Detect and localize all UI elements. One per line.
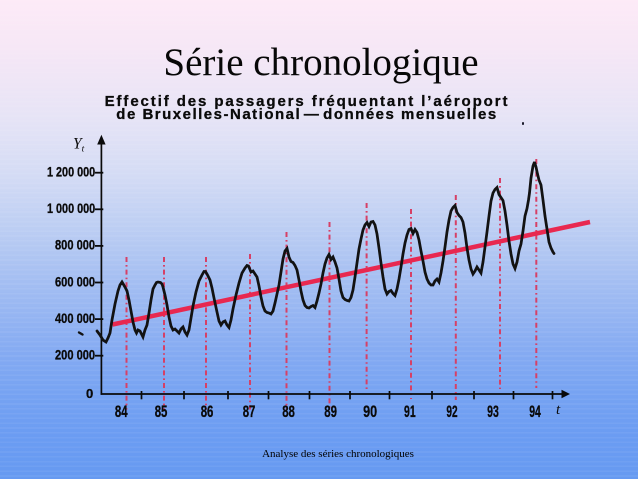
svg-text:600 000: 600 000 (55, 274, 95, 289)
svg-text:93: 93 (487, 403, 499, 421)
svg-text:1 200 000: 1 200 000 (47, 165, 95, 180)
svg-text:84: 84 (115, 403, 128, 421)
svg-text:t: t (556, 402, 561, 418)
svg-text:200 000: 200 000 (55, 348, 95, 363)
svg-text:88: 88 (282, 403, 295, 421)
svg-text:1 000 000: 1 000 000 (47, 201, 95, 216)
svg-text:91: 91 (404, 403, 416, 421)
svg-text:90: 90 (363, 403, 377, 421)
svg-text:86: 86 (201, 403, 214, 421)
svg-text:400 000: 400 000 (55, 311, 95, 326)
svg-text:94: 94 (529, 403, 541, 421)
svg-text:87: 87 (243, 403, 256, 421)
svg-text:92: 92 (446, 403, 457, 421)
svg-text:85: 85 (155, 403, 168, 421)
svg-text:800 000: 800 000 (55, 238, 95, 253)
svg-text:Yt: Yt (73, 136, 85, 155)
svg-text:89: 89 (324, 403, 337, 421)
svg-text:0: 0 (86, 386, 93, 401)
